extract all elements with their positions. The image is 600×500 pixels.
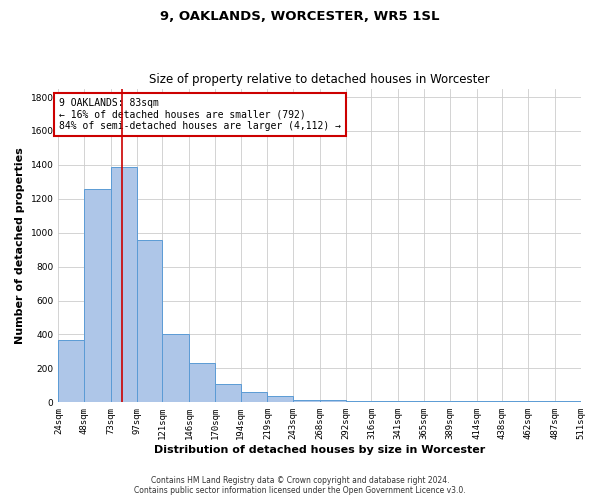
- Bar: [241, 392, 268, 402]
- Bar: [293, 400, 320, 402]
- Bar: [163, 334, 189, 402]
- Text: Contains HM Land Registry data © Crown copyright and database right 2024.
Contai: Contains HM Land Registry data © Crown c…: [134, 476, 466, 495]
- Y-axis label: Number of detached properties: Number of detached properties: [15, 147, 25, 344]
- X-axis label: Distribution of detached houses by size in Worcester: Distribution of detached houses by size …: [154, 445, 485, 455]
- Bar: [215, 384, 241, 402]
- Bar: [84, 188, 111, 402]
- Bar: [111, 166, 137, 402]
- Bar: [320, 400, 346, 402]
- Bar: [137, 240, 163, 402]
- Text: 9, OAKLANDS, WORCESTER, WR5 1SL: 9, OAKLANDS, WORCESTER, WR5 1SL: [160, 10, 440, 23]
- Text: 9 OAKLANDS: 83sqm
← 16% of detached houses are smaller (792)
84% of semi-detache: 9 OAKLANDS: 83sqm ← 16% of detached hous…: [59, 98, 341, 131]
- Title: Size of property relative to detached houses in Worcester: Size of property relative to detached ho…: [149, 73, 490, 86]
- Bar: [268, 396, 293, 402]
- Bar: [189, 364, 215, 403]
- Bar: [346, 400, 371, 402]
- Bar: [58, 340, 84, 402]
